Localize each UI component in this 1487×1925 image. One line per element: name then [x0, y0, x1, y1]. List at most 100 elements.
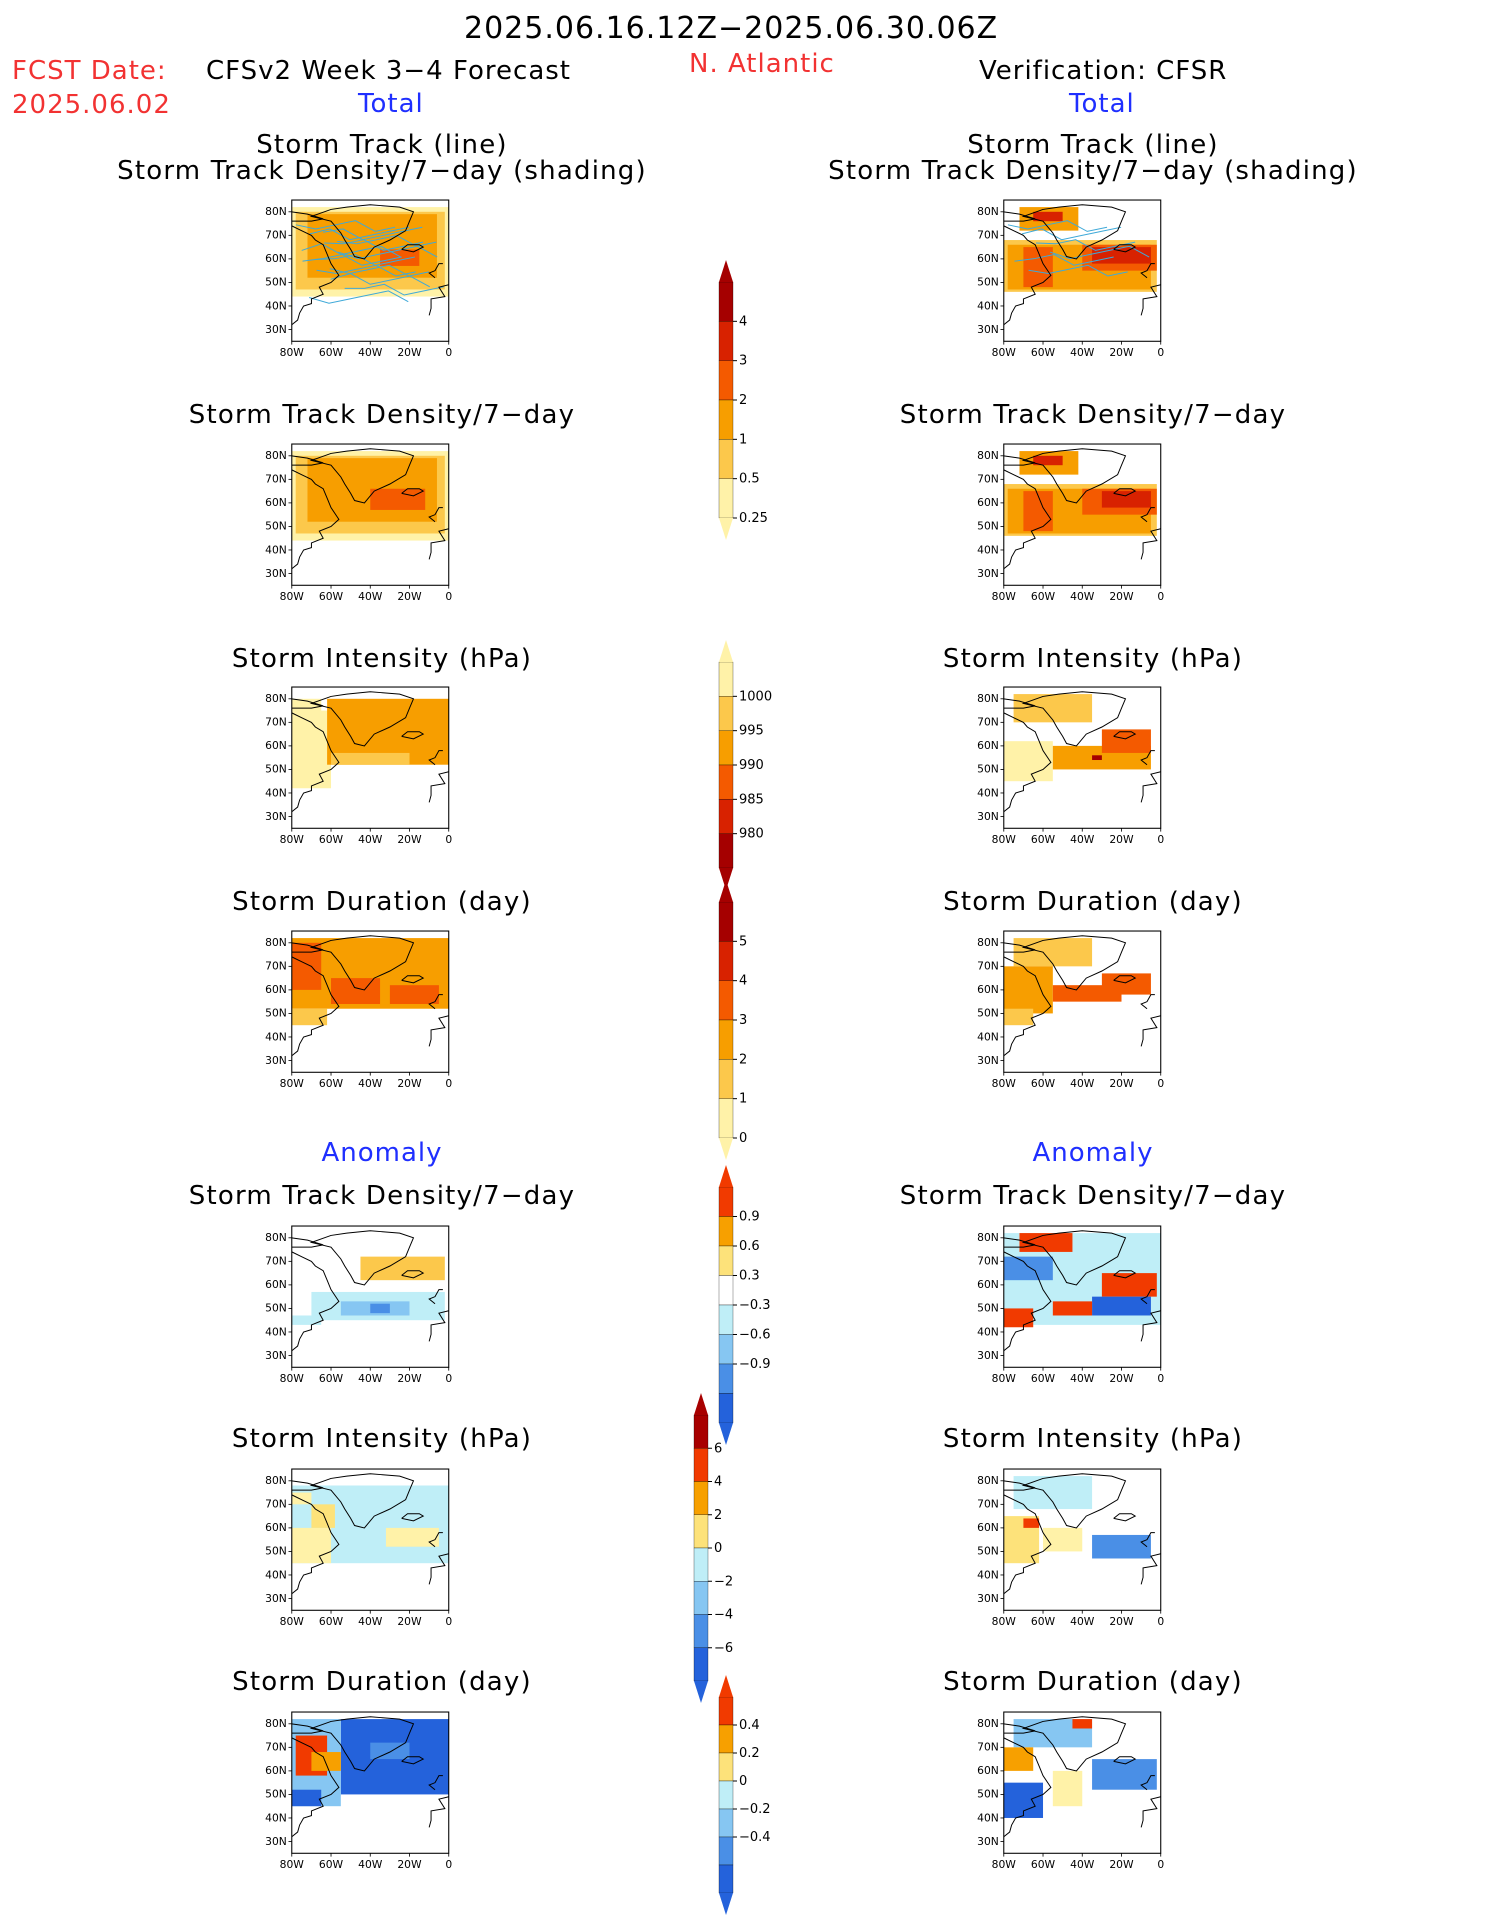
coastline [291, 935, 449, 1057]
colorbar-segment [718, 478, 734, 519]
coast-line [1140, 1289, 1155, 1305]
shading-cell [1092, 1759, 1157, 1790]
lat-label: 50N [265, 1545, 287, 1558]
shading-cell [291, 1315, 322, 1325]
left-anom-density-map: 80N 70N 60N 50N 40N 30N 80W 60W 40W 20W 0 [265, 1225, 452, 1385]
lat-label: 70N [265, 960, 287, 973]
colorbar-label: 2 [739, 1052, 747, 1067]
lat-label: 40N [977, 299, 999, 312]
coast-line [309, 1473, 415, 1529]
coast-line [1113, 731, 1137, 740]
lon-label: 0 [445, 1372, 452, 1385]
shading-cell [291, 942, 322, 990]
coast-line [1140, 1775, 1155, 1791]
shading-cell [311, 1752, 341, 1771]
map-frame [291, 443, 450, 586]
colorbar-label: −6 [714, 1641, 733, 1656]
lat-label: 80N [977, 1231, 999, 1244]
right-density-map: 80N 70N 60N 50N 40N 30N 80W 60W 40W 20W 0 [977, 443, 1164, 603]
lat-label: 80N [977, 449, 999, 462]
shading-layer [1003, 207, 1157, 292]
lon-label: 60W [1031, 346, 1056, 359]
coast-line [291, 1237, 324, 1248]
shading-layer [1003, 694, 1151, 782]
lon-label: 80W [992, 1077, 1017, 1090]
lon-label: 40W [1070, 1077, 1095, 1090]
lon-label: 20W [1109, 590, 1134, 603]
coast-line [291, 469, 340, 570]
colorbar-segment [718, 281, 734, 322]
left-track-shading-title: Storm Track Density/7−day (shading) [117, 156, 647, 186]
lon-label: 60W [1031, 833, 1056, 846]
coast-line [401, 244, 425, 253]
shading-cell [1003, 966, 1053, 1014]
left-duration-title: Storm Duration (day) [232, 887, 532, 917]
shading-cell [370, 1303, 390, 1314]
colorbar-segment [718, 360, 734, 401]
coast-line [428, 1310, 449, 1342]
lat-label: 30N [977, 1054, 999, 1067]
left-anom-intensity-map: 80N 70N 60N 50N 40N 30N 80W 60W 40W 20W 0 [265, 1468, 452, 1628]
lon-label: 40W [358, 833, 383, 846]
lon-label: 60W [1031, 1077, 1056, 1090]
lat-label: 50N [265, 1007, 287, 1020]
map-frame [291, 930, 450, 1073]
lon-label: 40W [1070, 1372, 1095, 1385]
colorbar-label: 2 [739, 393, 747, 408]
coast-line [1021, 1716, 1127, 1772]
colorbar-segment [718, 901, 734, 942]
fcst-date-value: 2025.06.02 [12, 90, 171, 120]
shading-cell [1013, 938, 1093, 967]
colorbar-segment [718, 1334, 734, 1365]
shading-cell [1003, 1308, 1034, 1328]
colorbar-label: 1 [739, 432, 747, 447]
coast-line [428, 771, 449, 803]
colorbar-segment [718, 1724, 734, 1754]
lat-label: 60N [265, 496, 287, 509]
coast-line [291, 1723, 324, 1734]
shading-cell [1003, 741, 1053, 782]
lat-label: 80N [977, 1717, 999, 1730]
coast-line [428, 284, 449, 316]
coast-line [428, 1289, 443, 1305]
lat-label: 60N [977, 1278, 999, 1291]
coastline [1003, 448, 1161, 570]
colorbar-label: −0.6 [739, 1328, 771, 1343]
lon-label: 20W [397, 346, 422, 359]
colorbar-label: 0.3 [739, 1269, 760, 1284]
lat-label: 70N [977, 716, 999, 729]
track-line [1028, 264, 1128, 277]
colorbar-label: 0 [714, 1541, 722, 1556]
lon-label: 20W [397, 1372, 422, 1385]
lon-label: 80W [992, 833, 1017, 846]
shading-cell [291, 698, 322, 723]
shading-layer [1003, 1719, 1157, 1818]
colorbar-arrow-top [719, 260, 733, 282]
colorbar-segment [718, 1275, 734, 1306]
shading-cell [1003, 1747, 1034, 1771]
shading-cell [1033, 211, 1063, 222]
colorbar-segment [718, 696, 734, 731]
coast-line [1003, 942, 1036, 953]
shading-cell [1023, 491, 1053, 532]
lat-label: 30N [265, 1592, 287, 1605]
colorbar-segment [718, 730, 734, 766]
lon-label: 0 [1157, 590, 1164, 603]
lon-label: 0 [1157, 1858, 1164, 1871]
colorbar-segment [718, 1186, 734, 1217]
shading-cell [291, 710, 332, 789]
coast-line [1140, 1310, 1161, 1342]
left-anom-density-title: Storm Track Density/7−day [188, 1181, 576, 1211]
anom-density-colorbar: 0.9 0.6 0.3 −0.3 −0.6 −0.9 [718, 1165, 771, 1445]
coast-line [401, 1513, 425, 1522]
coast-line [428, 1553, 449, 1585]
colorbar-arrow-bottom [719, 518, 733, 540]
shading-layer [1003, 1233, 1161, 1328]
coast-line [291, 225, 340, 326]
colorbar-arrow-bottom [719, 1138, 733, 1160]
lat-label: 60N [265, 983, 287, 996]
colorbar-label: 4 [739, 974, 747, 989]
lat-label: 70N [977, 1498, 999, 1511]
coast-line [1140, 284, 1161, 316]
lon-label: 40W [358, 346, 383, 359]
